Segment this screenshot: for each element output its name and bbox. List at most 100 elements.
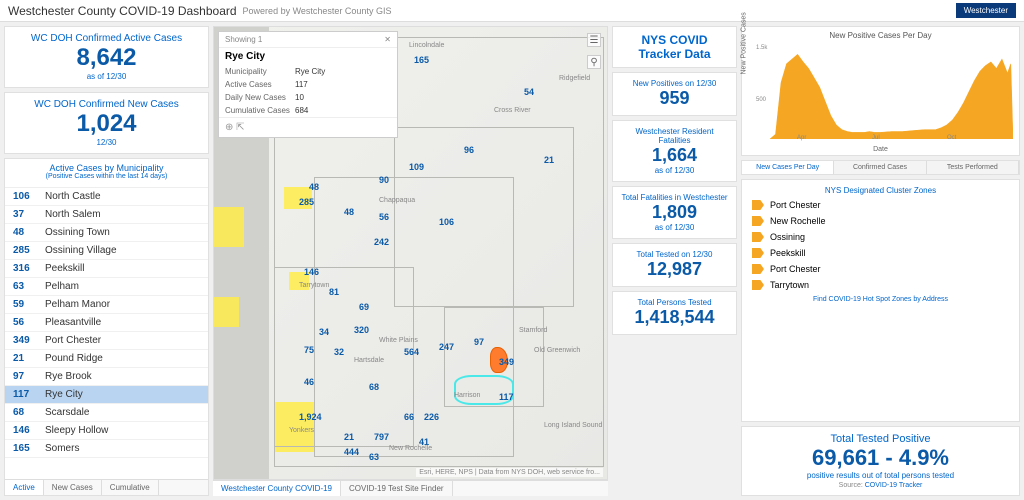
tab-active[interactable]: Active bbox=[5, 480, 44, 495]
page-title: Westchester County COVID-19 Dashboard bbox=[8, 4, 237, 18]
map-count-label[interactable]: 444 bbox=[344, 447, 359, 457]
list-item[interactable]: 316Peekskill bbox=[5, 260, 208, 278]
map-place-label: Old Greenwich bbox=[534, 347, 580, 354]
tested-label: Total Tested Positive bbox=[748, 433, 1013, 445]
stat-card: Westchester Resident Fatalities1,664as o… bbox=[612, 120, 737, 182]
map-count-label[interactable]: 63 bbox=[369, 452, 379, 462]
list-item[interactable]: 37North Salem bbox=[5, 206, 208, 224]
map-count-label[interactable]: 320 bbox=[354, 325, 369, 335]
cluster-item[interactable]: New Rochelle bbox=[746, 213, 1015, 229]
map-count-label[interactable]: 34 bbox=[319, 327, 329, 337]
list-item[interactable]: 165Somers bbox=[5, 440, 208, 458]
list-item[interactable]: 48Ossining Town bbox=[5, 224, 208, 242]
cluster-item[interactable]: Port Chester bbox=[746, 197, 1015, 213]
municipality-list: Active Cases by Municipality (Positive C… bbox=[4, 158, 209, 496]
chart-tab[interactable]: Tests Performed bbox=[927, 161, 1019, 174]
map-count-label[interactable]: 48 bbox=[309, 182, 319, 192]
popup-showing: Showing 1 bbox=[225, 35, 262, 44]
stat-card: Total Tested on 12/3012,987 bbox=[612, 243, 737, 287]
chart-svg bbox=[770, 45, 1013, 139]
map-place-label: Chappaqua bbox=[379, 197, 415, 204]
map-place-label: Harrison bbox=[454, 392, 480, 399]
map-place-label: White Plains bbox=[379, 337, 418, 344]
tested-source: Source: COVID-19 Tracker bbox=[748, 482, 1013, 489]
map-place-label: New Rochelle bbox=[389, 445, 432, 452]
cluster-title: NYS Designated Cluster Zones bbox=[746, 184, 1015, 197]
map-count-label[interactable]: 75 bbox=[304, 345, 314, 355]
cluster-item[interactable]: Ossining bbox=[746, 229, 1015, 245]
tested-value: 69,661 - 4.9% bbox=[748, 445, 1013, 471]
nys-title-card: NYS COVID Tracker Data bbox=[612, 26, 737, 68]
list-item[interactable]: 59Pelham Manor bbox=[5, 296, 208, 314]
list-item[interactable]: 349Port Chester bbox=[5, 332, 208, 350]
tab-cumulative[interactable]: Cumulative bbox=[102, 480, 159, 495]
list-item[interactable]: 97Rye Brook bbox=[5, 368, 208, 386]
list-body[interactable]: 106North Castle37North Salem48Ossining T… bbox=[5, 188, 208, 479]
map-count-label[interactable]: 90 bbox=[379, 175, 389, 185]
map-count-label[interactable]: 242 bbox=[374, 237, 389, 247]
map-count-label[interactable]: 97 bbox=[474, 337, 484, 347]
chart-tab[interactable]: New Cases Per Day bbox=[742, 161, 834, 174]
map-count-label[interactable]: 69 bbox=[359, 302, 369, 312]
flag-icon bbox=[752, 200, 764, 210]
map-count-label[interactable]: 32 bbox=[334, 347, 344, 357]
map-count-label[interactable]: 66 bbox=[404, 412, 414, 422]
cluster-item[interactable]: Port Chester bbox=[746, 261, 1015, 277]
chart-tab[interactable]: Confirmed Cases bbox=[834, 161, 926, 174]
map-place-label: Yonkers bbox=[289, 427, 314, 434]
chart-card[interactable]: New Positive Cases Per Day New Positive … bbox=[741, 26, 1020, 156]
list-header: Active Cases by Municipality (Positive C… bbox=[5, 159, 208, 188]
search-icon[interactable]: ⚲ bbox=[587, 55, 601, 69]
flag-icon bbox=[752, 280, 764, 290]
map-count-label[interactable]: 797 bbox=[374, 432, 389, 442]
map-count-label[interactable]: 96 bbox=[464, 145, 474, 155]
map-count-label[interactable]: 247 bbox=[439, 342, 454, 352]
chart-xlabel: Date bbox=[873, 146, 888, 153]
list-item[interactable]: 285Ossining Village bbox=[5, 242, 208, 260]
cluster-item[interactable]: Tarrytown bbox=[746, 277, 1015, 293]
tested-sub: positive results out of total persons te… bbox=[748, 471, 1013, 480]
map-count-label[interactable]: 1,924 bbox=[299, 412, 322, 422]
map-count-label[interactable]: 81 bbox=[329, 287, 339, 297]
map-count-label[interactable]: 56 bbox=[379, 212, 389, 222]
list-item[interactable]: 63Pelham bbox=[5, 278, 208, 296]
map[interactable]: 165 54 96 21 109 90 48 285 48 56 106 242 146 81 69 34 32… bbox=[213, 26, 608, 480]
map-count-label[interactable]: 285 bbox=[299, 197, 314, 207]
popup-tools[interactable]: ⊕ ⇱ bbox=[219, 117, 397, 137]
map-place-label: Stamford bbox=[519, 327, 547, 334]
close-icon[interactable]: ✕ bbox=[384, 35, 391, 44]
map-count-label[interactable]: 226 bbox=[424, 412, 439, 422]
map-place-label: Cross River bbox=[494, 107, 531, 114]
map-count-label[interactable]: 68 bbox=[369, 382, 379, 392]
map-count-label[interactable]: 564 bbox=[404, 347, 419, 357]
map-count-label[interactable]: 109 bbox=[409, 162, 424, 172]
new-cases-label: WC DOH Confirmed New Cases bbox=[11, 99, 202, 110]
map-count-label[interactable]: 146 bbox=[304, 267, 319, 277]
map-count-label[interactable]: 117 bbox=[499, 392, 514, 402]
map-count-label[interactable]: 48 bbox=[344, 207, 354, 217]
legend-icon[interactable]: ☰ bbox=[587, 33, 601, 47]
list-item[interactable]: 68Scarsdale bbox=[5, 404, 208, 422]
list-item[interactable]: 117Rye City bbox=[5, 386, 208, 404]
map-count-label[interactable]: 106 bbox=[439, 217, 454, 227]
map-count-label[interactable]: 21 bbox=[344, 432, 354, 442]
map-count-label[interactable]: 54 bbox=[524, 87, 534, 97]
cluster-item[interactable]: Peekskill bbox=[746, 245, 1015, 261]
map-count-label[interactable]: 165 bbox=[414, 55, 429, 65]
cluster-zones-card: NYS Designated Cluster Zones Port Cheste… bbox=[741, 179, 1020, 422]
map-tab[interactable]: Westchester County COVID-19 bbox=[213, 481, 341, 496]
popup-title: Rye City bbox=[219, 48, 397, 65]
list-item[interactable]: 56Pleasantville bbox=[5, 314, 208, 332]
list-item[interactable]: 146Sleepy Hollow bbox=[5, 422, 208, 440]
list-item[interactable]: 106North Castle bbox=[5, 188, 208, 206]
tab-new-cases[interactable]: New Cases bbox=[44, 480, 102, 495]
map-count-label[interactable]: 349 bbox=[499, 357, 514, 367]
map-tab[interactable]: COVID-19 Test Site Finder bbox=[341, 481, 453, 496]
map-count-label[interactable]: 21 bbox=[544, 155, 554, 165]
list-item[interactable]: 21Pound Ridge bbox=[5, 350, 208, 368]
stat-card: Total Persons Tested1,418,544 bbox=[612, 291, 737, 335]
cluster-link[interactable]: Find COVID-19 Hot Spot Zones by Address bbox=[746, 293, 1015, 306]
map-place-label: Hartsdale bbox=[354, 357, 384, 364]
map-count-label[interactable]: 46 bbox=[304, 377, 314, 387]
source-link[interactable]: COVID-19 Tracker bbox=[865, 482, 923, 489]
